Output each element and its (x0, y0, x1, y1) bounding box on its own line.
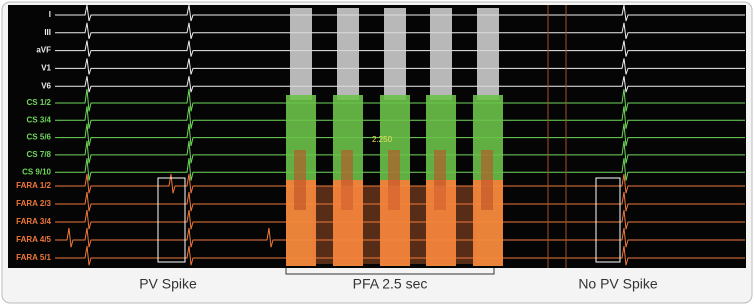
trace (55, 191, 745, 212)
burst-core (294, 150, 306, 210)
measurement: 2.250 (372, 135, 393, 144)
trace (55, 123, 745, 147)
trace (55, 209, 745, 230)
channel-label: FARA 4/5 (16, 235, 51, 244)
caption: No PV Spike (578, 276, 658, 292)
channel-label: FARA 3/4 (16, 217, 51, 226)
channel-label: CS 5/6 (27, 133, 52, 142)
trace (55, 245, 745, 266)
burst-core (481, 150, 493, 210)
trace (55, 88, 745, 112)
trace (55, 140, 745, 164)
channel-label: FARA 1/2 (16, 181, 51, 190)
trace (55, 173, 745, 194)
burst-ecg (290, 8, 312, 100)
channel-label: I (49, 10, 51, 19)
channel-label: CS 7/8 (27, 150, 52, 159)
channel-label: V1 (41, 64, 51, 73)
burst-core (388, 150, 400, 210)
burst-ecg (337, 8, 359, 100)
trace (55, 40, 745, 57)
channel-label: aVF (36, 46, 51, 55)
channel-label: CS 3/4 (27, 115, 52, 124)
recording-panel (8, 5, 746, 268)
trace (55, 58, 745, 75)
trace (55, 76, 745, 93)
channel-label: FARA 2/3 (16, 199, 51, 208)
highlight-box (595, 177, 621, 263)
trace (55, 227, 745, 248)
trace (55, 22, 745, 39)
channel-label: CS 1/2 (27, 98, 52, 107)
caption: PV Spike (139, 276, 197, 292)
burst-ecg (384, 8, 406, 100)
burst-ecg (477, 8, 499, 100)
highlight-box (157, 177, 186, 263)
trace (55, 106, 745, 129)
inter-burst (312, 186, 477, 264)
burst-core (434, 150, 446, 210)
channel-label: CS 9/10 (22, 167, 51, 176)
pfa-bursts (286, 8, 503, 266)
burst-ecg (430, 8, 452, 100)
channel-label: FARA 5/1 (16, 253, 51, 262)
bracket (285, 268, 495, 275)
caption: PFA 2.5 sec (353, 276, 428, 292)
channel-label: V6 (41, 81, 51, 90)
trace (55, 158, 745, 181)
trace (55, 4, 745, 22)
burst-core (341, 150, 353, 210)
channel-label: III (44, 28, 51, 37)
